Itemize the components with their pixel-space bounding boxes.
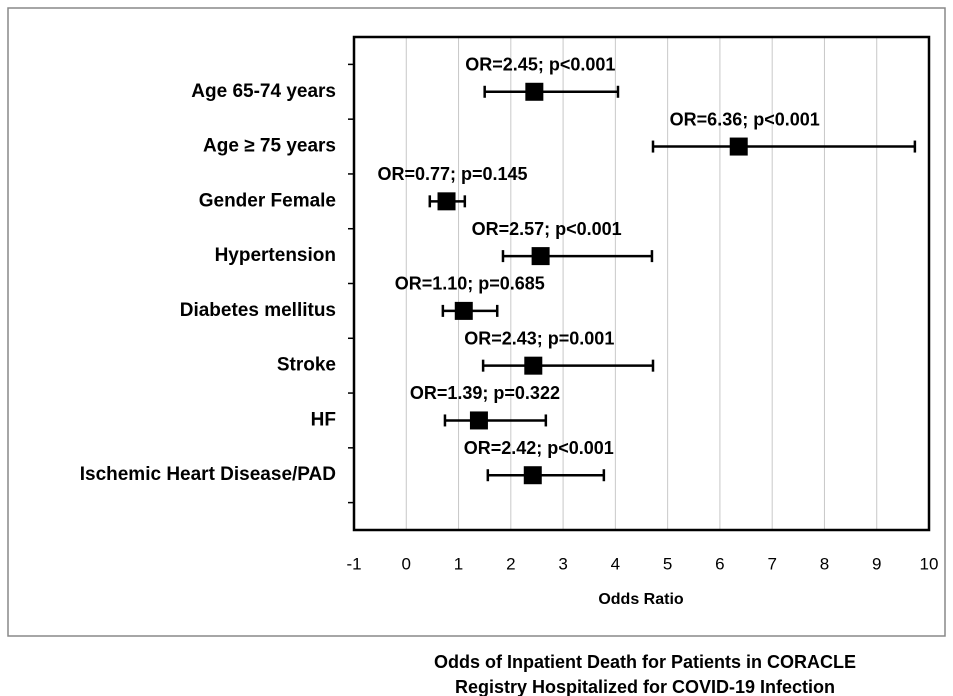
y-tick-label: Age ≥ 75 years — [203, 136, 336, 157]
odds-marker — [525, 82, 544, 101]
odds-marker — [523, 466, 542, 485]
x-tick-label: 1 — [454, 554, 463, 573]
data-label: OR=2.57; p<0.001 — [472, 219, 622, 239]
y-tick-label: Diabetes mellitus — [180, 300, 336, 321]
x-tick-label: 7 — [767, 554, 776, 573]
x-tick-label: 0 — [402, 554, 411, 573]
x-axis-label: Odds Ratio — [598, 591, 684, 608]
chart-title: Odds of Inpatient Death for Patients in … — [434, 652, 856, 672]
chart-border — [7, 7, 946, 637]
odds-marker — [531, 247, 550, 266]
y-tick-label: Age 65-74 years — [191, 81, 336, 102]
data-label: OR=2.42; p<0.001 — [464, 438, 614, 458]
y-tick-label: Hypertension — [215, 245, 336, 266]
chart-title: Registry Hospitalized for COVID-19 Infec… — [455, 677, 835, 696]
y-tick-label: Ischemic Heart Disease/PAD — [80, 464, 336, 485]
x-tick-label: -1 — [346, 554, 361, 573]
x-tick-label: 9 — [872, 554, 881, 573]
y-tick-label: Gender Female — [199, 190, 336, 211]
x-tick-label: 5 — [663, 554, 672, 573]
odds-marker — [469, 411, 488, 430]
data-label: OR=2.43; p=0.001 — [464, 328, 614, 348]
odds-marker — [729, 137, 748, 156]
x-tick-label: 2 — [506, 554, 515, 573]
data-label: OR=6.36; p<0.001 — [670, 109, 820, 129]
odds-marker — [437, 192, 456, 211]
x-tick-label: 10 — [920, 554, 939, 573]
x-tick-label: 6 — [715, 554, 724, 573]
y-tick-label: HF — [311, 409, 336, 430]
x-tick-label: 8 — [820, 554, 829, 573]
odds-marker — [524, 356, 543, 375]
data-label: OR=0.77; p=0.145 — [377, 164, 527, 184]
odds-marker — [454, 301, 473, 320]
data-label: OR=1.10; p=0.685 — [395, 274, 545, 294]
x-tick-label: 4 — [611, 554, 620, 573]
data-label: OR=2.45; p<0.001 — [465, 55, 615, 75]
x-tick-label: 3 — [558, 554, 567, 573]
data-label: OR=1.39; p=0.322 — [410, 383, 560, 403]
y-tick-label: Stroke — [277, 355, 336, 376]
